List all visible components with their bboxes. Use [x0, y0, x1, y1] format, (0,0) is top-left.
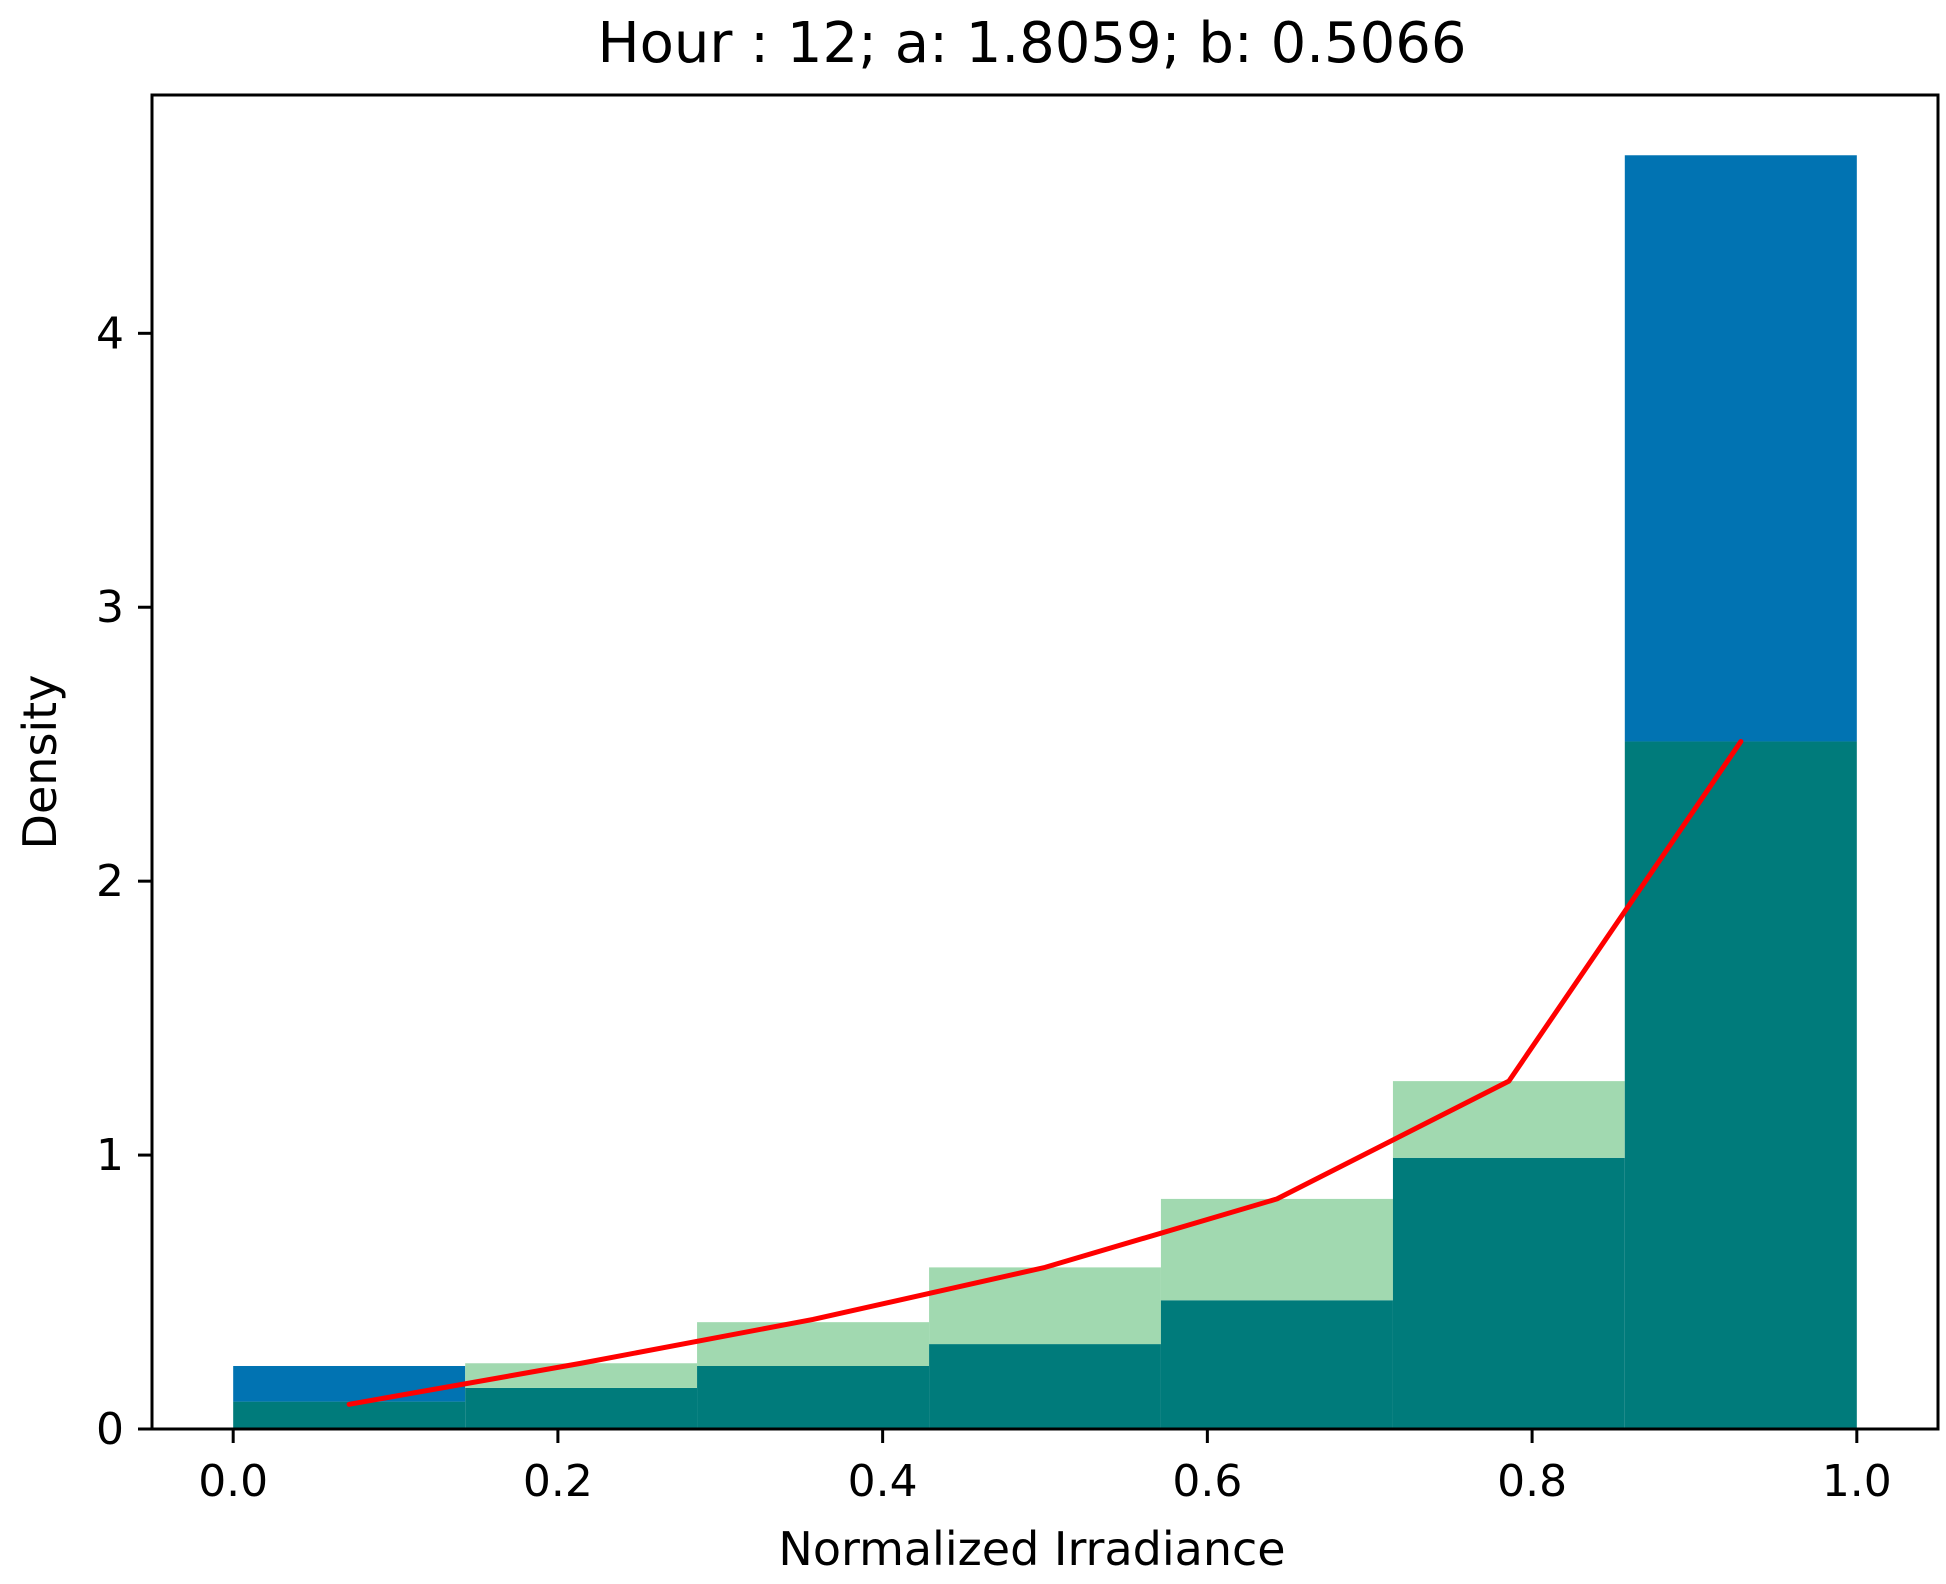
y-tick-label: 0	[96, 1404, 124, 1455]
x-tick-label: 0.2	[523, 1456, 593, 1507]
y-axis-label: Density	[13, 675, 67, 850]
x-tick-label: 0.8	[1497, 1456, 1567, 1507]
bar-overlap-4	[1160, 1300, 1393, 1429]
bar-series-2-5	[1392, 1081, 1625, 1158]
x-tick-label: 0.4	[848, 1456, 918, 1507]
bar-overlap-6	[1624, 741, 1857, 1429]
bar-series-1-0	[233, 1365, 466, 1402]
y-tick-label: 3	[96, 582, 124, 633]
y-tick-label: 2	[96, 856, 124, 907]
y-tick-label: 4	[96, 308, 124, 359]
bar-series-2-2	[697, 1322, 930, 1366]
plot-frame	[150, 93, 1940, 1431]
y-axis: 0 1 2 3 4	[96, 308, 152, 1455]
plot-area	[233, 155, 1857, 1429]
bar-overlap-2	[697, 1365, 930, 1429]
bar-series-2-3	[929, 1267, 1161, 1345]
bar-overlap-3	[929, 1344, 1161, 1429]
bar-series-1-6	[1624, 155, 1857, 742]
bar-overlap-5	[1392, 1157, 1625, 1429]
x-axis: 0.0 0.2 0.4 0.6 0.8 1.0	[198, 1429, 1892, 1507]
x-tick-label: 0.0	[198, 1456, 268, 1507]
bar-series-2-4	[1160, 1198, 1393, 1301]
x-tick-label: 1.0	[1822, 1456, 1892, 1507]
bar-overlap-1	[465, 1387, 698, 1429]
x-tick-label: 0.6	[1172, 1456, 1242, 1507]
chart-title: Hour : 12; a: 1.8059; b: 0.5066	[597, 11, 1466, 76]
x-axis-label: Normalized Irradiance	[778, 1522, 1285, 1576]
y-tick-label: 1	[96, 1130, 124, 1181]
